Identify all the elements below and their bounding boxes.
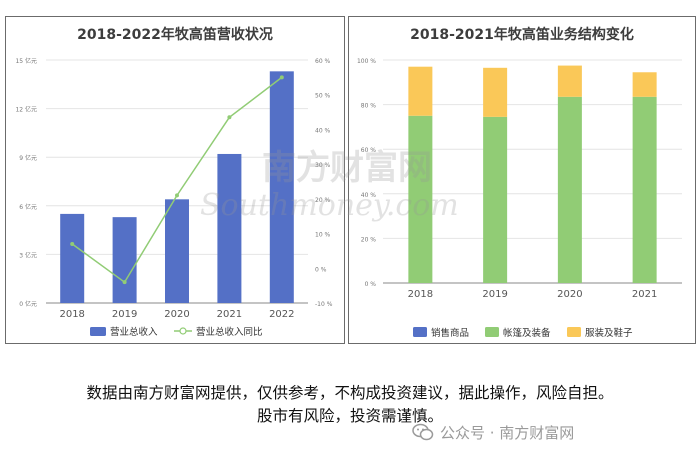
revenue-bar: [60, 213, 85, 303]
x-axis-tick-label: 2021: [217, 309, 242, 320]
stacked-bar-segment: [557, 65, 582, 97]
revenue-chart: 0 亿元 3 亿元 6 亿元 9 亿元 12 亿元 15 亿元 -10 % 0 % 10 % 20…: [15, 57, 333, 338]
x-axis-tick-label: 2019: [482, 289, 507, 300]
legend-label: 服装及鞋子: [585, 327, 633, 339]
right-axis-tick-label: -10 %: [315, 301, 333, 308]
x-axis-tick-label: 2020: [557, 289, 582, 300]
stacked-bar-segment: [408, 66, 433, 116]
yoy-growth-point: [279, 75, 284, 80]
disclaimer-line-2: 股市有风险，投资需谨慎。: [256, 407, 443, 425]
y-axis-tick-label: 60 %: [361, 147, 377, 154]
y-axis-tick-label: 0 %: [365, 281, 377, 288]
revenue-bar: [165, 199, 189, 303]
legend-marker-yoy: [179, 327, 187, 335]
legend-label-revenue: 营业总收入: [110, 326, 158, 338]
revenue-bar: [217, 153, 242, 303]
disclaimer-line-1: 数据由南方财富网提供，仅供参考，不构成投资建议，据此操作，风险自担。: [86, 384, 614, 402]
yoy-growth-point: [122, 280, 127, 285]
right-axis-tick-label: 10 %: [315, 232, 331, 239]
stacked-bar-segment: [483, 116, 508, 284]
revenue-chart-panel: 2018-2022年牧高笛营收状况 0 亿元 3 亿元 6 亿元 9 亿元 12 亿元 1…: [5, 16, 345, 344]
right-axis-tick-label: 0 %: [315, 266, 327, 273]
footer-label: 公众号 · 南方财富网: [440, 423, 575, 442]
yoy-growth-point: [175, 193, 179, 198]
x-axis-tick-label: 2022: [269, 309, 294, 320]
y-axis-tick-label: 80 %: [361, 103, 377, 110]
revenue-bar: [269, 71, 294, 303]
stacked-bar-segment: [557, 96, 582, 283]
x-axis-tick-label: 2018: [59, 309, 84, 320]
left-axis-tick-label: 9 亿元: [19, 154, 37, 162]
legend-label: 销售商品: [431, 327, 469, 339]
wechat-account-label: 公众号 · 南方财富网: [412, 420, 574, 444]
x-axis-tick-label: 2020: [164, 309, 189, 320]
right-axis-tick-label: 60 %: [315, 58, 331, 65]
business-structure-chart-title: 2018-2021年牧高笛业务结构变化: [410, 27, 634, 43]
revenue-bar: [112, 217, 137, 303]
stacked-bar-segment: [632, 96, 657, 283]
legend-swatch: [567, 327, 581, 337]
stacked-bar-segment: [483, 67, 508, 117]
legend-label-yoy: 营业总收入同比: [196, 326, 263, 338]
right-axis-tick-label: 20 %: [315, 197, 331, 204]
right-axis-tick-label: 50 %: [315, 93, 331, 100]
right-axis-tick-label: 40 %: [315, 127, 331, 134]
left-axis-tick-label: 6 亿元: [19, 203, 37, 211]
left-axis-tick-label: 0 亿元: [19, 300, 37, 308]
stacked-bar-segment: [632, 72, 657, 97]
legend-swatch: [485, 327, 499, 337]
x-axis-tick-label: 2021: [632, 289, 657, 300]
yoy-growth-point: [227, 115, 232, 120]
stacked-bar-segment: [408, 115, 433, 283]
left-axis-tick-label: 3 亿元: [19, 251, 37, 259]
legend-swatch-revenue: [90, 327, 106, 336]
x-axis-tick-label: 2019: [112, 309, 137, 320]
revenue-chart-title: 2018-2022年牧高笛营收状况: [77, 27, 273, 43]
business-structure-chart-panel: 2018-2021年牧高笛业务结构变化 0 % 20 % 40 % 60 % 80 % 1…: [348, 16, 696, 344]
y-axis-tick-label: 20 %: [361, 236, 377, 243]
y-axis-tick-label: 100 %: [357, 58, 376, 65]
x-axis-tick-label: 2018: [408, 289, 433, 300]
wechat-icon: [412, 423, 434, 441]
yoy-growth-point: [70, 241, 75, 246]
legend-swatch: [413, 327, 427, 337]
business-structure-chart: 0 % 20 % 40 % 60 % 80 % 100 % 2018 2019 2020 2021…: [357, 58, 682, 339]
left-axis-tick-label: 15 亿元: [15, 57, 37, 65]
legend-label: 帐篷及装备: [503, 327, 551, 339]
right-axis-tick-label: 30 %: [315, 162, 331, 169]
y-axis-tick-label: 40 %: [361, 192, 377, 199]
left-axis-tick-label: 12 亿元: [15, 106, 37, 114]
